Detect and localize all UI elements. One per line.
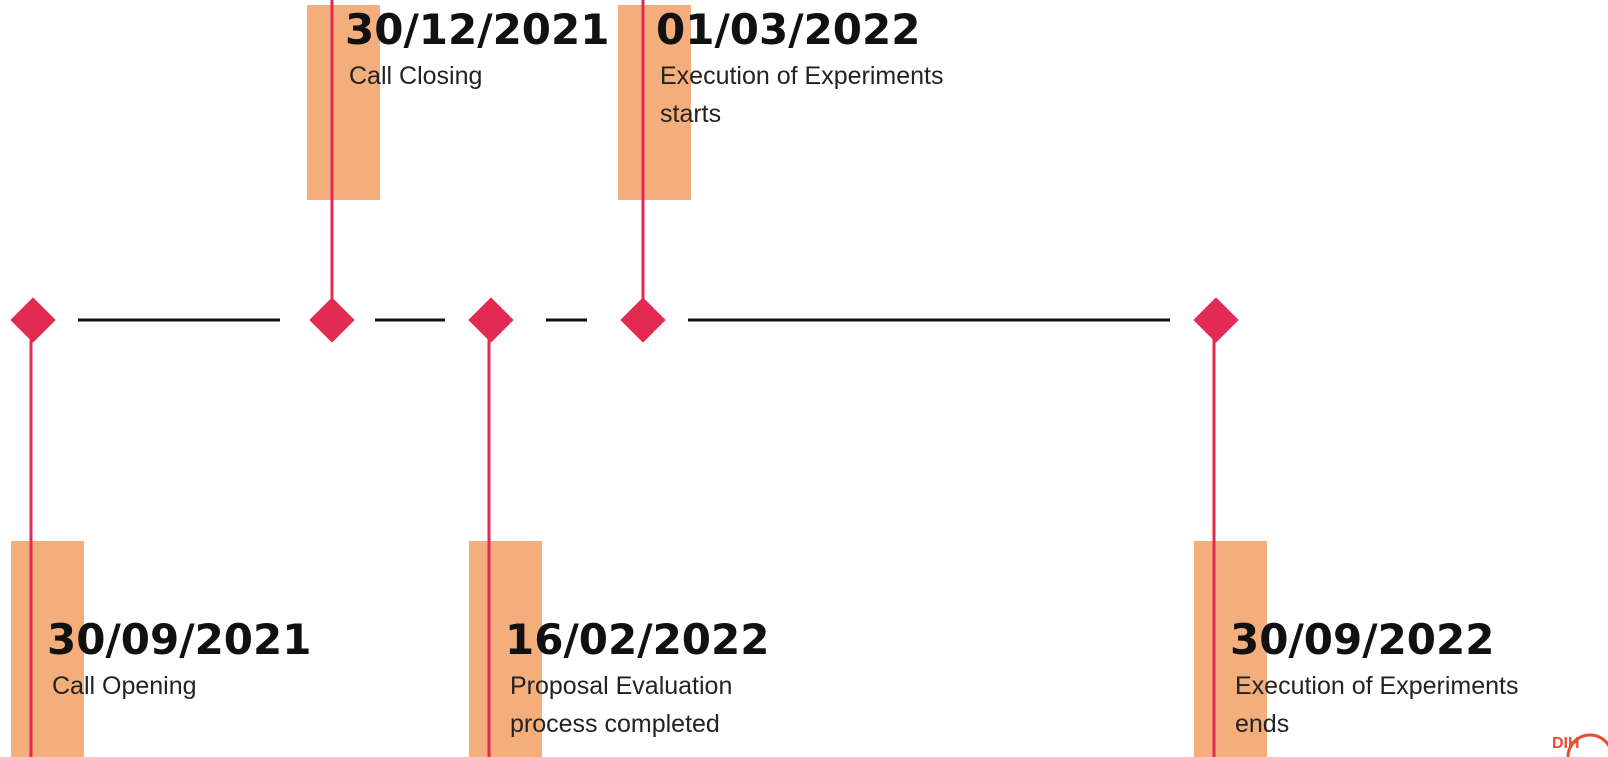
event-date: 30/12/2021 [345, 5, 610, 54]
milestone-diamond [620, 297, 666, 343]
event-date: 16/02/2022 [505, 615, 770, 664]
event-label: Call Opening [52, 672, 197, 700]
event-label: Execution of Experiments starts [660, 62, 944, 128]
event-date: 30/09/2022 [1230, 615, 1495, 664]
event-label: Proposal Evaluation process completed [510, 672, 733, 738]
milestone-diamond [309, 297, 355, 343]
logo: DIH [1552, 735, 1580, 752]
event-date: 30/09/2021 [47, 615, 312, 664]
highlight [1194, 541, 1267, 757]
event-label: Call Closing [349, 62, 483, 90]
milestone-diamond [468, 297, 514, 343]
logo-icon [1566, 733, 1608, 757]
event-label: Execution of Experiments ends [1235, 672, 1519, 738]
highlight [469, 541, 542, 757]
highlight [11, 541, 84, 757]
milestone-diamond [10, 297, 56, 343]
highlight [618, 5, 691, 200]
event-date: 01/03/2022 [656, 5, 921, 54]
milestone-diamond [1193, 297, 1239, 343]
highlight [307, 5, 380, 200]
